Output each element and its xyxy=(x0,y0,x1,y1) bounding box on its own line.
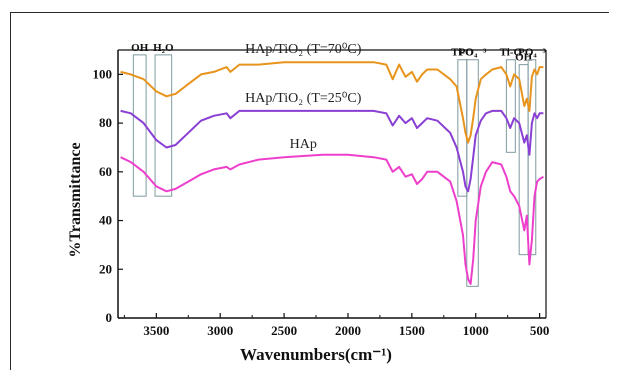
x-tick-label: 3500 xyxy=(143,323,169,338)
y-tick-label: 60 xyxy=(99,164,112,179)
band-box xyxy=(466,59,479,287)
y-tick-label: 40 xyxy=(99,213,112,228)
x-tick-label: 2500 xyxy=(271,323,297,338)
curve-labels: HAp/TiO₂ (T=70⁰C) HAp/TiO₂ (T=25⁰C) HAp xyxy=(245,42,362,152)
y-tick-label: 100 xyxy=(93,66,113,81)
x-tick-label: 2000 xyxy=(335,323,361,338)
y-tick-label: 20 xyxy=(99,261,112,276)
series-line xyxy=(120,61,544,144)
series-line xyxy=(120,153,544,285)
spectra-lines xyxy=(120,61,544,285)
curve-label: HAp/TiO₂ (T=70⁰C) xyxy=(245,42,362,57)
y-tick-label: 0 xyxy=(106,310,113,325)
y-tick-label: 80 xyxy=(99,115,112,130)
curve-label: HAp/TiO₂ (T=25⁰C) xyxy=(245,91,362,106)
band-box xyxy=(527,59,537,256)
band-box xyxy=(154,54,173,197)
x-tick-label: 3000 xyxy=(207,323,233,338)
series-line xyxy=(120,109,544,193)
x-axis-title: Wavenumbers(cm⁻¹) xyxy=(240,345,392,364)
band-label: H₂O xyxy=(153,42,174,54)
band-label: OH xyxy=(131,42,149,54)
x-tick-label: 1500 xyxy=(399,323,425,338)
x-tick-label: 500 xyxy=(530,323,550,338)
ticks: 3500 3000 2500 2000 1500 1000 500 0 20 40 60 80 100 xyxy=(93,66,550,338)
band-label: PO₄⁻³ xyxy=(518,47,546,59)
figure-frame xyxy=(10,12,609,370)
y-axis-title: %Transmittance xyxy=(67,142,84,257)
band-label: PO₄⁻³ xyxy=(459,47,487,59)
axes xyxy=(117,49,547,319)
band-box xyxy=(505,59,516,153)
x-tick-label: 1000 xyxy=(463,323,489,338)
curve-label: HAp xyxy=(290,137,317,152)
